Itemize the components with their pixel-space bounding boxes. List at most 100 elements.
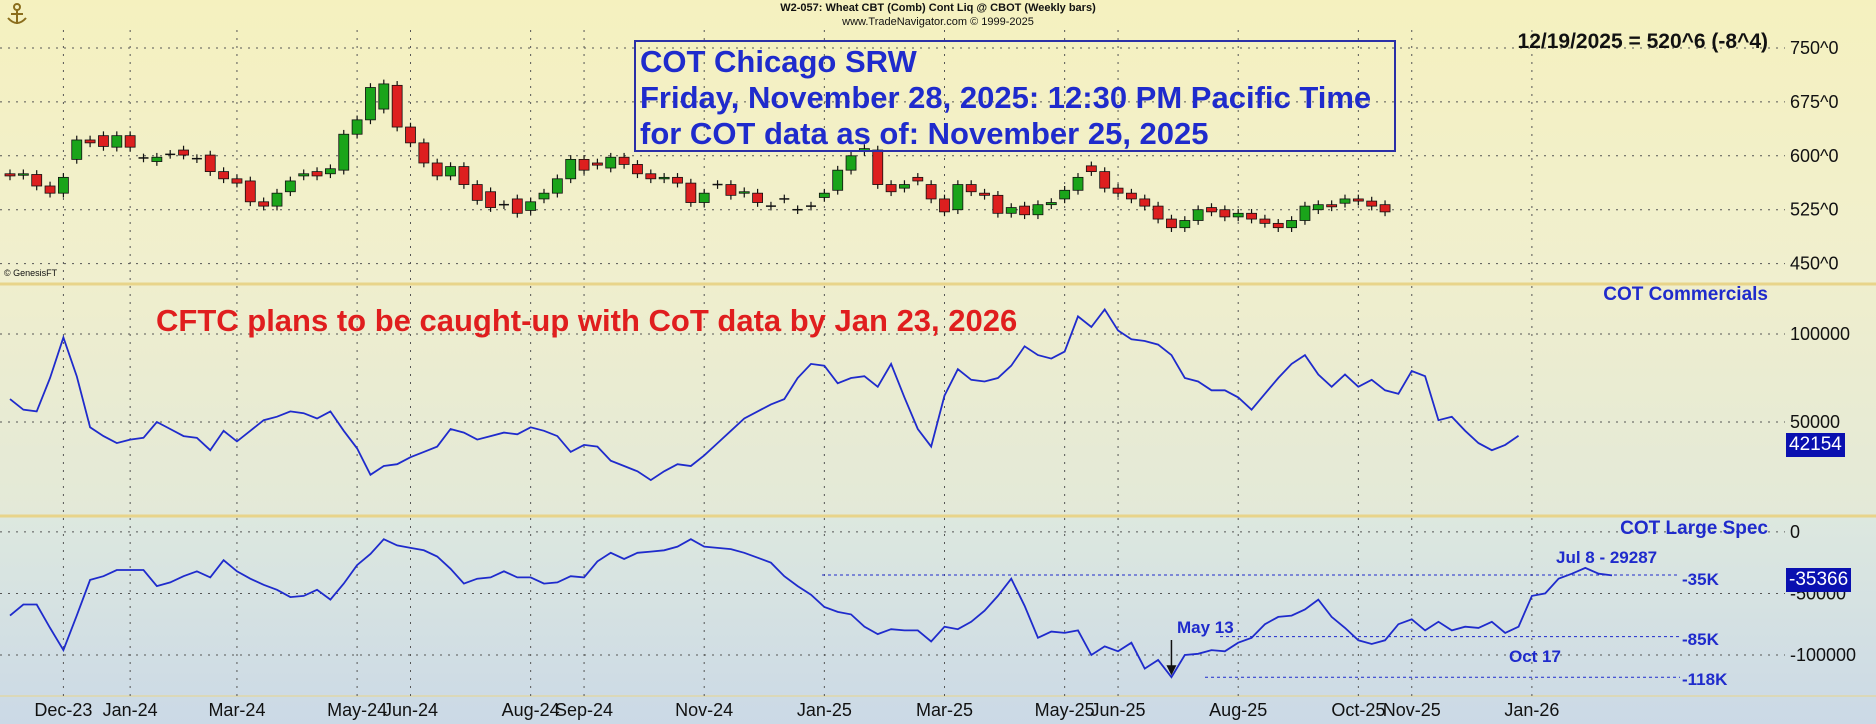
- candle-body: [511, 198, 523, 214]
- chart-header-title: W2-057: Wheat CBT (Comb) Cont Liq @ CBOT…: [780, 2, 1096, 14]
- candle-body: [1299, 205, 1311, 221]
- candle-body: [178, 149, 189, 156]
- x-tick-label: Sep-24: [555, 700, 613, 720]
- candle-body: [1112, 187, 1124, 194]
- may13-arrow-head: [1166, 665, 1177, 676]
- x-tick-label: Jan-25: [797, 700, 852, 720]
- genesis-credit: © GenesisFT: [4, 268, 58, 278]
- candle-body: [365, 87, 376, 121]
- candle-body: [151, 156, 163, 162]
- candle-body: [124, 135, 136, 148]
- candle-body: [1366, 200, 1378, 207]
- candle-body: [84, 139, 96, 144]
- candle-body: [44, 185, 56, 194]
- large-spec-last-badge: -35366: [1786, 568, 1852, 592]
- candle-body: [645, 173, 657, 180]
- candle-body: [378, 83, 390, 110]
- chart-header-copyright: www.TradeNavigator.com © 1999-2025: [842, 16, 1034, 28]
- price-tick-label: 600^0: [1790, 146, 1839, 166]
- commercials-tick-label: 50000: [1790, 412, 1840, 432]
- x-tick-label: Jun-25: [1091, 700, 1146, 720]
- candle-body: [672, 176, 683, 184]
- candle-body: [298, 173, 310, 177]
- candle-body: [311, 171, 323, 177]
- candle-body: [111, 135, 123, 148]
- candle-body: [244, 180, 256, 203]
- candle-body: [31, 174, 43, 187]
- candle-body: [551, 178, 563, 194]
- candle-body: [1019, 205, 1030, 216]
- candle-body: [605, 156, 617, 169]
- cot-info-box: COT Chicago SRW Friday, November 28, 202…: [634, 40, 1396, 152]
- candle-body: [231, 178, 243, 184]
- large-spec-tick-label: -100000: [1790, 645, 1856, 665]
- level-label-85k: -85K: [1682, 630, 1719, 649]
- candle-body: [698, 192, 710, 203]
- candle-body: [658, 176, 670, 180]
- candle-body: [1206, 207, 1217, 213]
- last-price-readout: 12/19/2025 = 520^6 (-8^4): [1517, 30, 1768, 53]
- candle-body: [1179, 220, 1191, 229]
- candle-body: [565, 158, 577, 180]
- candle-body: [1339, 198, 1351, 204]
- large-spec-panel-bg: [0, 517, 1876, 724]
- candle-body: [738, 191, 750, 194]
- candle-body: [204, 154, 216, 173]
- commercials-panel-bg: [0, 285, 1876, 515]
- annotation-may13: May 13: [1177, 618, 1234, 637]
- candle-body: [618, 156, 630, 165]
- candle-body: [1099, 171, 1111, 189]
- x-tick-label: Aug-24: [502, 700, 560, 720]
- candle-body: [431, 162, 443, 177]
- candle-body: [17, 173, 29, 176]
- candle-body: [925, 184, 937, 200]
- candle-body: [1085, 165, 1097, 173]
- candle-body: [1152, 205, 1164, 220]
- x-tick-label: Nov-24: [675, 700, 733, 720]
- candle-body: [471, 184, 483, 201]
- candle-body: [445, 166, 456, 177]
- candle-body: [1352, 198, 1364, 202]
- level-label-118k: -118K: [1682, 670, 1728, 689]
- candle-body: [632, 164, 643, 175]
- candle-body: [818, 192, 830, 198]
- large-spec-tick-label: 0: [1790, 522, 1800, 542]
- candle-body: [1232, 212, 1244, 218]
- candle-body: [952, 184, 964, 211]
- price-tick-label: 525^0: [1790, 200, 1839, 220]
- candle-body: [338, 133, 350, 171]
- candle-body: [578, 158, 590, 171]
- candle-body: [1246, 212, 1257, 220]
- candle-body: [458, 166, 470, 185]
- candle-body: [4, 173, 16, 177]
- candle-body: [391, 84, 403, 128]
- candle-body: [258, 201, 270, 207]
- candle-body: [525, 201, 537, 211]
- candle-body: [271, 192, 283, 207]
- candle-body: [832, 169, 844, 191]
- candle-body: [538, 192, 550, 200]
- candle-body: [1059, 189, 1071, 200]
- x-tick-label: Jan-26: [1504, 700, 1559, 720]
- candle-body: [965, 184, 977, 193]
- x-tick-label: Jun-24: [383, 700, 438, 720]
- candle-body: [752, 192, 763, 203]
- info-box-asof: for COT data as of: November 25, 2025: [640, 116, 1209, 151]
- candle-body: [1005, 207, 1017, 214]
- candle-body: [284, 180, 296, 193]
- candle-body: [725, 184, 737, 196]
- x-tick-label: Oct-25: [1331, 700, 1385, 720]
- candle-body: [418, 142, 430, 164]
- candle-body: [1259, 218, 1271, 224]
- candle-body: [872, 149, 884, 185]
- x-tick-label: May-25: [1035, 700, 1095, 720]
- x-tick-label: Nov-25: [1383, 700, 1441, 720]
- price-tick-label: 750^0: [1790, 38, 1839, 58]
- x-tick-label: Mar-24: [208, 700, 265, 720]
- price-tick-label: 675^0: [1790, 92, 1839, 112]
- candle-body: [912, 176, 924, 182]
- x-tick-label: May-24: [327, 700, 387, 720]
- candle-body: [98, 135, 109, 147]
- candle-body: [58, 176, 69, 194]
